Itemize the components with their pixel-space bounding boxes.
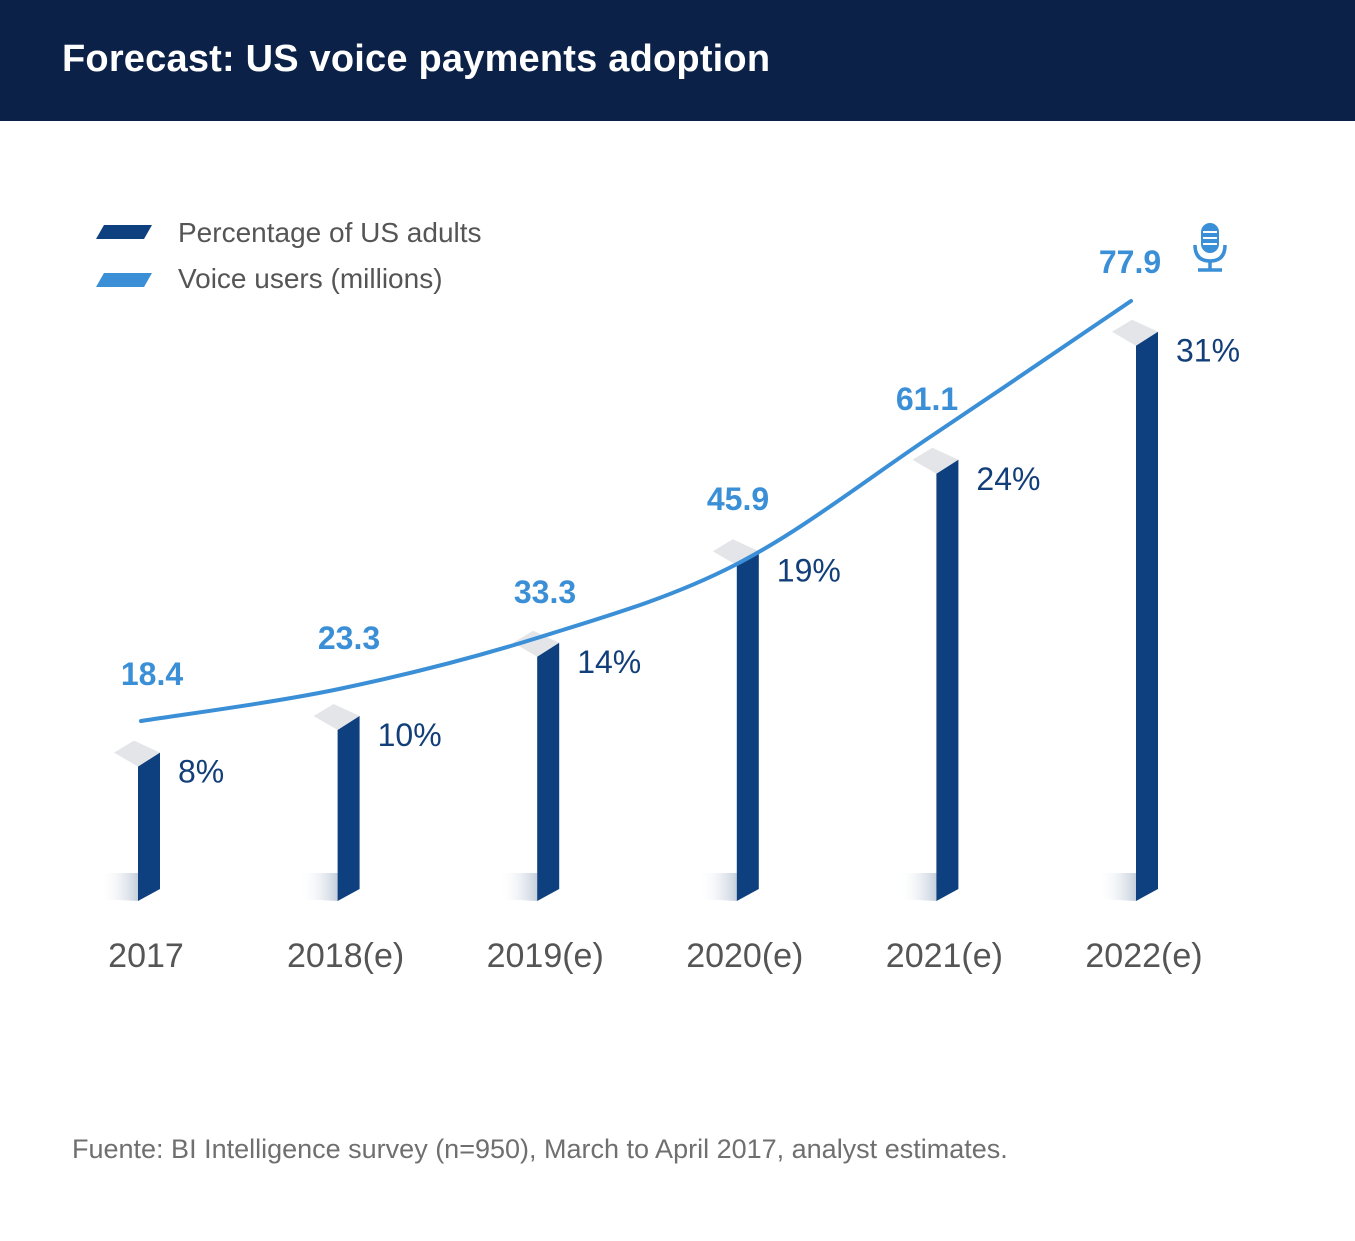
category-label: 2017 xyxy=(108,937,184,975)
bar xyxy=(114,740,160,901)
category-label: 2019(e) xyxy=(487,937,604,975)
legend-swatch-pct xyxy=(96,225,152,239)
category-label: 2020(e) xyxy=(686,937,803,975)
bar-cap xyxy=(114,740,160,767)
chart-title: Forecast: US voice payments adoption xyxy=(62,38,771,80)
percentage-label: 19% xyxy=(777,552,841,588)
bar-shadow xyxy=(100,873,138,901)
bar xyxy=(313,704,360,901)
bar xyxy=(513,630,560,901)
bar-cap xyxy=(712,539,759,566)
voice-users-line xyxy=(139,299,1133,723)
legend-item-pct: Percentage of US adults xyxy=(96,217,482,248)
voice-user-labels: 18.4 23.3 33.3 45.9 61.1 77.9 xyxy=(121,244,1161,692)
voice-users-label: 61.1 xyxy=(896,381,958,417)
voice-users-label: 33.3 xyxy=(514,574,576,610)
chart-canvas: Percentage of US adults Voice users (mil… xyxy=(96,217,1240,975)
percentage-labels: 8% 10% 14% 19% 24% 31% xyxy=(178,333,1240,790)
bar-shadows xyxy=(100,873,1136,901)
legend-item-users: Voice users (millions) xyxy=(96,263,443,294)
bar-shadow xyxy=(299,873,338,901)
category-labels: 2017 2018(e) 2019(e) 2020(e) 2021(e) 2022(e) xyxy=(108,937,1202,975)
legend-label-users: Voice users (millions) xyxy=(178,263,443,294)
microphone-icon xyxy=(1193,223,1227,272)
voice-users-label: 18.4 xyxy=(121,656,183,692)
legend-label-pct: Percentage of US adults xyxy=(178,217,482,248)
bar xyxy=(712,539,759,901)
bars xyxy=(114,319,1158,901)
bar-body xyxy=(537,642,560,901)
chart-header: Forecast: US voice payments adoption xyxy=(0,0,1355,121)
bar-shadow xyxy=(698,873,737,901)
bar-cap xyxy=(1112,319,1158,346)
voice-users-label: 45.9 xyxy=(707,481,769,517)
bar xyxy=(1112,319,1158,901)
bar-body xyxy=(1136,331,1158,901)
bar-shadow xyxy=(1098,873,1136,901)
source-note: Fuente: BI Intelligence survey (n=950), … xyxy=(72,1134,1008,1164)
category-label: 2022(e) xyxy=(1085,937,1202,975)
percentage-label: 14% xyxy=(577,644,641,680)
bar-body xyxy=(936,459,959,901)
bar-cap xyxy=(912,447,959,474)
percentage-label: 10% xyxy=(378,717,442,753)
bar-body xyxy=(337,716,360,901)
legend-swatch-users xyxy=(96,273,152,287)
bar-cap xyxy=(513,630,560,657)
percentage-label: 8% xyxy=(178,754,224,790)
bar-body xyxy=(736,551,759,901)
category-label: 2021(e) xyxy=(886,937,1003,975)
bar-shadow xyxy=(499,873,538,901)
percentage-label: 24% xyxy=(976,461,1040,497)
percentage-label: 31% xyxy=(1176,333,1240,369)
voice-users-label: 77.9 xyxy=(1099,244,1161,280)
legend: Percentage of US adults Voice users (mil… xyxy=(96,217,482,294)
category-label: 2018(e) xyxy=(287,937,404,975)
bar-shadow xyxy=(898,873,937,901)
bar-cap xyxy=(313,704,360,730)
bar-body xyxy=(138,752,160,901)
bar xyxy=(912,447,959,901)
voice-users-label: 23.3 xyxy=(318,620,380,656)
